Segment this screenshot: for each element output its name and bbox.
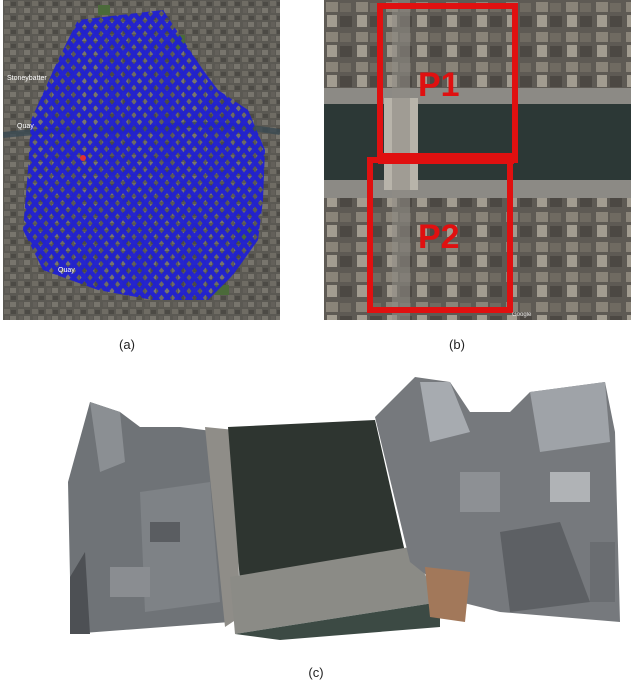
flight-line	[23, 10, 181, 300]
caption-c: (c)	[308, 665, 324, 680]
flight-line	[23, 10, 232, 300]
map-watermark: Google	[512, 312, 532, 318]
flight-line	[23, 10, 188, 300]
flight-line	[23, 10, 100, 300]
flight-line	[23, 10, 89, 300]
flight-line	[23, 10, 199, 300]
flight-line	[23, 10, 155, 300]
point-cloud-image	[30, 372, 630, 642]
flight-line	[23, 10, 126, 300]
flight-line	[23, 10, 192, 300]
flight-line	[102, 10, 265, 300]
panel-b-region-map: P1 P2 Google	[324, 0, 631, 320]
flight-line	[69, 10, 265, 300]
panel-a-flight-map: Stoneybatter Quay Quay	[3, 0, 280, 320]
flight-line	[23, 10, 225, 300]
flight-line	[23, 10, 122, 300]
flight-line	[58, 10, 265, 300]
flight-line	[23, 10, 166, 300]
flight-line	[23, 10, 111, 300]
flight-line	[124, 10, 265, 300]
flight-line	[23, 10, 203, 300]
flight-line	[157, 10, 265, 300]
flight-line	[23, 10, 133, 300]
caption-b: (b)	[449, 337, 465, 352]
location-marker	[80, 155, 86, 161]
flight-line	[23, 10, 170, 300]
flight-line	[23, 10, 177, 300]
flight-line	[190, 10, 265, 300]
map-label: Stoneybatter	[7, 75, 47, 82]
flight-line	[47, 10, 265, 300]
flight-line	[23, 10, 148, 300]
panel-c-point-cloud	[30, 372, 630, 642]
flight-line	[146, 10, 265, 300]
caption-a: (a)	[119, 337, 135, 352]
region-map-image: P1 P2 Google	[324, 0, 631, 320]
flight-map-image: Stoneybatter Quay Quay	[3, 0, 280, 320]
region-p1-label: P1	[418, 66, 460, 104]
flight-line	[23, 10, 137, 300]
flight-line	[23, 10, 221, 300]
flight-line	[23, 10, 210, 300]
region-p2-label: P2	[418, 218, 460, 256]
flight-line	[23, 10, 115, 300]
flight-line	[23, 10, 236, 300]
flight-line	[179, 10, 265, 300]
map-label: Quay	[17, 123, 34, 130]
map-label: Quay	[58, 267, 75, 274]
flight-line	[23, 10, 144, 300]
flight-line	[91, 10, 265, 300]
flight-line	[80, 10, 265, 300]
flight-line	[168, 10, 265, 300]
flight-line	[135, 10, 265, 300]
flight-line	[113, 10, 265, 300]
